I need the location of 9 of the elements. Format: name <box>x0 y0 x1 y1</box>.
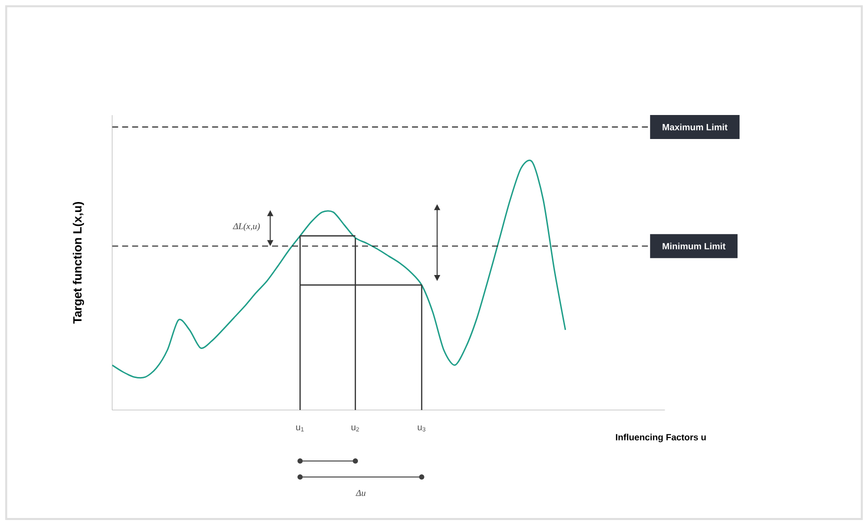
x-tick-label: u$_{3}$ <box>418 425 426 432</box>
annotation: ΔL(x,u) <box>232 222 260 231</box>
x-tick-label: u$_{1}$ <box>296 425 304 432</box>
ref-line-label: Minimum Limit <box>662 242 726 250</box>
text: Δu <box>356 490 366 496</box>
ref-line-label: Maximum Limit <box>662 124 728 130</box>
x-axis-title: Influencing Factors u <box>616 434 706 442</box>
x-tick-label: u$_{2}$ <box>352 425 359 432</box>
y-axis-title: Target function L(x,u) <box>72 202 84 324</box>
